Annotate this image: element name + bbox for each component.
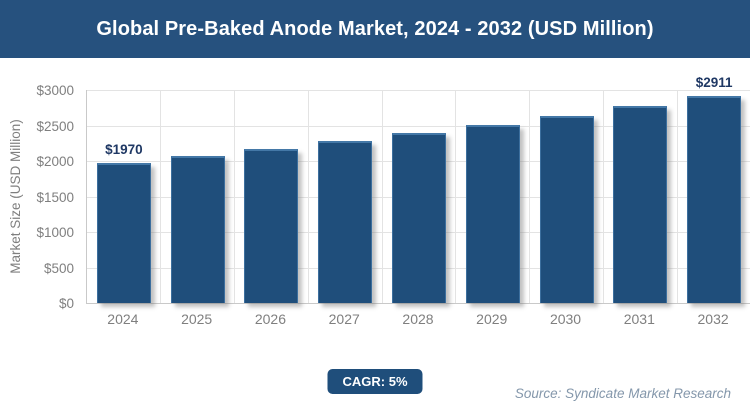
bar-2028 — [391, 132, 446, 303]
bar-slot-2032: $2911 — [677, 75, 750, 303]
y-tick-label: $1000 — [36, 225, 74, 241]
bar-slot-2024: $1970 — [87, 90, 161, 303]
y-tick-label: $0 — [58, 296, 74, 311]
bar-2026 — [244, 148, 299, 303]
bar-2024 — [96, 163, 151, 303]
bar-slot-2031 — [603, 90, 677, 303]
y-tick-label: $2500 — [36, 118, 74, 134]
x-axis-tick-labels: 2024 2025 2026 2027 2028 2029 2030 2031 2032 — [86, 311, 750, 331]
bar-2032 — [687, 96, 742, 303]
chart-title-bar: Global Pre-Baked Anode Market, 2024 - 20… — [0, 0, 750, 58]
x-tick-label-2031: 2031 — [623, 311, 655, 327]
gridline-vertical — [529, 90, 531, 303]
x-tick-label-2027: 2027 — [328, 311, 360, 327]
x-tick-label-2026: 2026 — [254, 311, 286, 327]
bar-slot-2030 — [530, 90, 604, 303]
plot-area: $1970 $2911 — [86, 75, 750, 304]
bar-2025 — [170, 156, 225, 303]
bar-slot-2027 — [308, 90, 382, 303]
x-tick-label-2025: 2025 — [181, 311, 213, 327]
gridline-vertical — [455, 90, 457, 303]
bar-value-label-2032: $2911 — [695, 75, 733, 91]
x-tick-label-2028: 2028 — [402, 311, 434, 327]
bar-2030 — [539, 115, 594, 303]
y-tick-label: $1500 — [36, 189, 74, 205]
y-tick-label: $3000 — [36, 83, 74, 98]
gridline-horizontal — [87, 90, 750, 91]
bar-2027 — [318, 141, 373, 303]
bar-slot-2026 — [235, 90, 309, 303]
source-text: Source: Syndicate Market Research — [514, 386, 731, 401]
x-tick-label-2030: 2030 — [549, 311, 582, 327]
y-tick-label: $2000 — [36, 154, 74, 170]
gridline-vertical — [381, 90, 383, 303]
x-tick-label-2024: 2024 — [107, 311, 139, 327]
bar-2031 — [613, 106, 668, 303]
y-tick-label: $500 — [43, 260, 74, 276]
bar-value-label-2024: $1970 — [105, 142, 143, 158]
x-tick-label-2032: 2032 — [697, 311, 729, 327]
gridline-vertical — [676, 90, 678, 303]
bar-slot-2029 — [456, 90, 530, 303]
gridline-vertical — [234, 90, 236, 303]
gridline-vertical — [160, 90, 162, 303]
gridline-horizontal — [87, 125, 750, 127]
bar-2029 — [465, 124, 520, 303]
gridline-vertical — [307, 90, 309, 303]
chart-title: Global Pre-Baked Anode Market, 2024 - 20… — [96, 17, 654, 40]
bar-slot-2028 — [382, 90, 456, 303]
bar-slot-2025 — [161, 90, 235, 303]
x-tick-label-2029: 2029 — [476, 311, 508, 327]
y-axis-tick-labels: $0 $500 $1000 $1500 $2000 $2500 $3000 — [0, 83, 80, 311]
gridline-vertical — [602, 90, 604, 303]
cagr-badge: CAGR: 5% — [327, 369, 423, 394]
